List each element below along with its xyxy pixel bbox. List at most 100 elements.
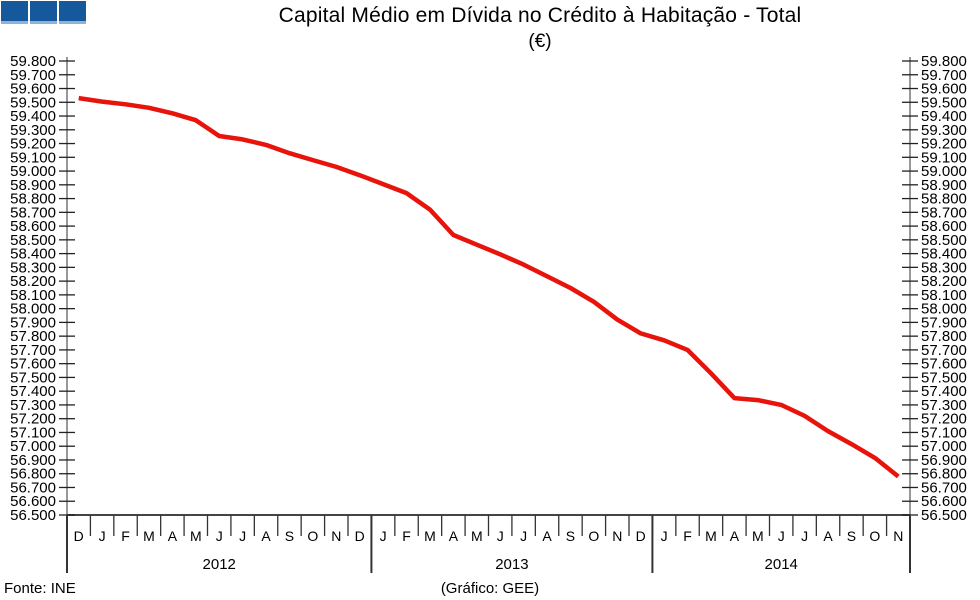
y-tick-label: 57.900 xyxy=(10,314,56,331)
y-tick-label: 58.000 xyxy=(10,301,56,318)
y-tick-label: 58.900 xyxy=(921,177,967,194)
y-tick-label: 56.800 xyxy=(10,466,56,483)
year-label: 2013 xyxy=(495,556,528,573)
month-label: D xyxy=(355,528,365,544)
logo-square xyxy=(59,1,86,24)
y-tick-label: 57.200 xyxy=(10,411,56,428)
y-tick-label: 58.200 xyxy=(921,273,967,290)
y-tick-label: 58.300 xyxy=(921,259,967,276)
logo-square xyxy=(30,1,57,24)
y-tick-label: 57.500 xyxy=(10,369,56,386)
y-tick-label: 57.000 xyxy=(10,438,56,455)
y-tick-label: 56.900 xyxy=(921,452,967,469)
y-tick-label: 59.400 xyxy=(10,108,56,125)
y-tick-label: 59.200 xyxy=(10,136,56,153)
y-tick-label: 57.400 xyxy=(10,383,56,400)
y-tick-label: 59.800 xyxy=(921,53,967,70)
y-tick-label: 59.800 xyxy=(10,53,56,70)
logo-square xyxy=(1,1,28,24)
month-label: O xyxy=(588,528,599,544)
y-tick-label: 57.300 xyxy=(921,397,967,414)
y-tick-label: 59.400 xyxy=(921,108,967,125)
y-tick-label: 59.600 xyxy=(921,81,967,98)
y-tick-label: 57.300 xyxy=(10,397,56,414)
y-tick-label: 57.100 xyxy=(921,424,967,441)
y-tick-label: 59.100 xyxy=(921,149,967,166)
month-label: N xyxy=(893,528,903,544)
month-label: J xyxy=(216,528,223,544)
y-tick-label: 59.000 xyxy=(921,163,967,180)
y-tick-label: 59.300 xyxy=(921,122,967,139)
axes xyxy=(66,57,911,516)
month-label: S xyxy=(285,528,294,544)
month-label: D xyxy=(74,528,84,544)
y-tick-label: 58.900 xyxy=(10,177,56,194)
chart-title: Capital Médio em Dívida no Crédito à Hab… xyxy=(278,4,802,27)
y-tick-label: 57.400 xyxy=(921,383,967,400)
data-line xyxy=(78,95,900,479)
month-label: S xyxy=(566,528,575,544)
month-label: M xyxy=(190,528,202,544)
y-tick-label: 56.700 xyxy=(10,479,56,496)
month-label: D xyxy=(636,528,646,544)
y-tick-label: 57.700 xyxy=(921,342,967,359)
y-tick-label: 57.700 xyxy=(10,342,56,359)
y-tick-label: 58.500 xyxy=(921,232,967,249)
y-tick-label: 59.600 xyxy=(10,81,56,98)
month-label: N xyxy=(331,528,341,544)
y-tick-label: 58.000 xyxy=(921,301,967,318)
y-ticks xyxy=(59,60,918,516)
y-tick-label: 58.600 xyxy=(921,218,967,235)
y-tick-label: 56.600 xyxy=(921,493,967,510)
month-label: O xyxy=(869,528,880,544)
y-tick-label: 59.200 xyxy=(921,136,967,153)
y-tick-label: 57.500 xyxy=(921,369,967,386)
y-tick-label: 56.500 xyxy=(921,507,967,524)
y-tick-label: 57.100 xyxy=(10,424,56,441)
y-tick-label: 59.700 xyxy=(921,67,967,84)
y-tick-label: 56.700 xyxy=(921,479,967,496)
y-tick-label: 59.700 xyxy=(10,67,56,84)
y-tick-label: 59.500 xyxy=(10,94,56,111)
y-tick-label: 58.800 xyxy=(10,191,56,208)
month-label: M xyxy=(471,528,483,544)
y-tick-label: 57.600 xyxy=(921,356,967,373)
y-tick-label: 58.600 xyxy=(10,218,56,235)
month-label: A xyxy=(730,528,740,544)
month-label: J xyxy=(661,528,668,544)
month-label: M xyxy=(752,528,764,544)
y-tick-label: 56.500 xyxy=(10,507,56,524)
y-tick-label: 59.300 xyxy=(10,122,56,139)
year-label: 2012 xyxy=(203,556,236,573)
month-label: A xyxy=(261,528,271,544)
y-tick-label: 58.500 xyxy=(10,232,56,249)
month-label: F xyxy=(121,528,130,544)
footer-credit: (Gráfico: GEE) xyxy=(440,580,540,597)
y-tick-label: 59.000 xyxy=(10,163,56,180)
month-label: A xyxy=(542,528,552,544)
month-label: J xyxy=(778,528,785,544)
month-label: A xyxy=(823,528,833,544)
month-label: A xyxy=(449,528,459,544)
month-label: J xyxy=(380,528,387,544)
chart-subtitle: (€) xyxy=(528,31,552,52)
y-tick-label: 58.700 xyxy=(10,204,56,221)
y-tick-label: 58.100 xyxy=(10,287,56,304)
y-tick-label: 57.000 xyxy=(921,438,967,455)
y-tick-label: 58.100 xyxy=(921,287,967,304)
y-tick-label: 59.500 xyxy=(921,94,967,111)
year-label: 2014 xyxy=(765,556,798,573)
month-label: J xyxy=(99,528,106,544)
month-label: F xyxy=(402,528,411,544)
month-label: M xyxy=(424,528,436,544)
y-tick-label: 58.400 xyxy=(10,246,56,263)
y-tick-label: 58.400 xyxy=(921,246,967,263)
month-label: M xyxy=(143,528,155,544)
month-label: F xyxy=(683,528,692,544)
footer-source: Fonte: INE xyxy=(4,580,76,597)
y-tick-label: 56.800 xyxy=(921,466,967,483)
month-label: N xyxy=(612,528,622,544)
y-labels-left: 56.50056.60056.70056.80056.90057.00057.1… xyxy=(10,53,56,524)
